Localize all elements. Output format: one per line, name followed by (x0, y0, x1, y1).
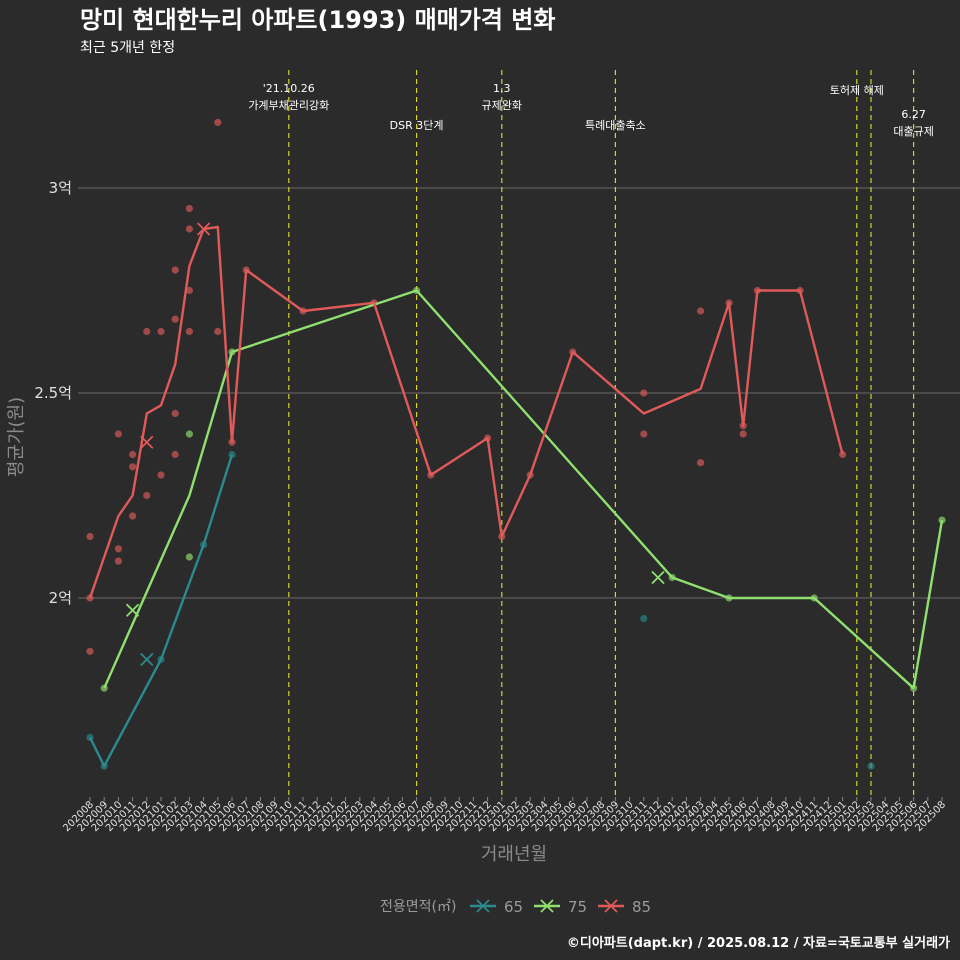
y-tick-label: 2억 (49, 589, 72, 607)
event-label: DSR 3단계 (390, 119, 444, 132)
legend-label: 65 (504, 898, 523, 916)
event-label-line: 1.3 (493, 82, 511, 95)
chart-caption: ©디아파트(dapt.kr) / 2025.08.12 / 자료=국토교통부 실… (567, 935, 950, 951)
data-point (157, 327, 165, 336)
event-label: 1.3 규제완화 (482, 82, 522, 112)
cross-marker (651, 570, 665, 585)
data-point (640, 389, 648, 397)
legend-cross-icon (540, 899, 554, 913)
series-group (86, 118, 946, 770)
data-point (129, 512, 137, 520)
data-point (640, 430, 648, 438)
data-point (86, 532, 94, 541)
legend-cross-icon (476, 899, 490, 913)
data-point (640, 614, 648, 623)
event-label-line: 특례대출축소 (585, 119, 646, 132)
event-label-line: 토허제 해제 (830, 83, 884, 97)
cross-marker (196, 222, 211, 236)
series-line (88, 454, 234, 768)
data-point (157, 471, 165, 479)
y-axis-ticks: 2억 2.5억 3억 (34, 179, 72, 607)
event-label-line: 6.27 (901, 108, 926, 121)
event-label-line: 대출규제 (893, 125, 933, 138)
data-point (185, 204, 193, 213)
data-point (171, 315, 179, 323)
data-point (185, 553, 193, 561)
data-point (114, 557, 122, 565)
x-axis-ticks: 2020082020092020102020112020122021012021… (61, 797, 948, 834)
data-point (185, 327, 193, 336)
data-point (185, 430, 193, 438)
data-point (143, 491, 151, 500)
cross-marker (125, 603, 140, 617)
data-point (867, 762, 875, 770)
legend-item-85: 85 (598, 898, 651, 916)
legend-item-75: 75 (534, 898, 587, 916)
y-tick-label: 2.5억 (34, 384, 72, 402)
chart-title: 망미 현대한누리 아파트(1993) 매매가격 변화 (80, 6, 555, 34)
data-point (171, 266, 179, 274)
data-point (739, 430, 747, 438)
data-point (129, 463, 137, 471)
cross-marker (140, 652, 154, 667)
data-point (129, 450, 137, 459)
event-label-line: 가계부채관리강화 (248, 99, 329, 112)
legend-label: 75 (568, 898, 587, 916)
data-point (214, 118, 222, 126)
data-point (185, 286, 193, 295)
event-label-line: DSR 3단계 (390, 119, 444, 132)
data-point (697, 459, 705, 467)
data-point (171, 450, 179, 459)
legend: 전용면적(㎡) 65 75 85 (380, 898, 651, 916)
series-line-65 (88, 454, 234, 768)
data-point (214, 327, 222, 336)
event-label: '21.10.26 가계부채관리강화 (248, 82, 329, 112)
series-line-85 (88, 222, 844, 599)
data-point (697, 307, 705, 315)
series-line-75 (103, 289, 944, 690)
y-axis-title: 평균가(원) (6, 397, 27, 477)
series-line (103, 289, 944, 690)
legend-cross-icon (604, 899, 618, 913)
data-point (86, 647, 94, 655)
cross-marker (140, 435, 154, 449)
chart-subtitle: 최근 5개년 한정 (80, 40, 175, 56)
event-label-line: 규제완화 (482, 99, 522, 112)
legend-item-65: 65 (470, 898, 523, 916)
event-label: 토허제 해제 (830, 83, 884, 97)
event-label-line: '21.10.26 (263, 82, 315, 95)
legend-title: 전용면적(㎡) (380, 899, 456, 915)
data-point (171, 409, 179, 418)
legend-label: 85 (632, 898, 651, 916)
data-point (114, 545, 122, 553)
data-point (114, 430, 122, 438)
event-label: 6.27 대출규제 (893, 108, 933, 138)
series-line (88, 225, 844, 599)
event-label: 특례대출축소 (585, 119, 646, 132)
x-axis-title: 거래년월 (481, 844, 547, 865)
data-point (185, 225, 193, 233)
y-tick-label: 3억 (49, 179, 72, 197)
data-point (143, 327, 151, 336)
